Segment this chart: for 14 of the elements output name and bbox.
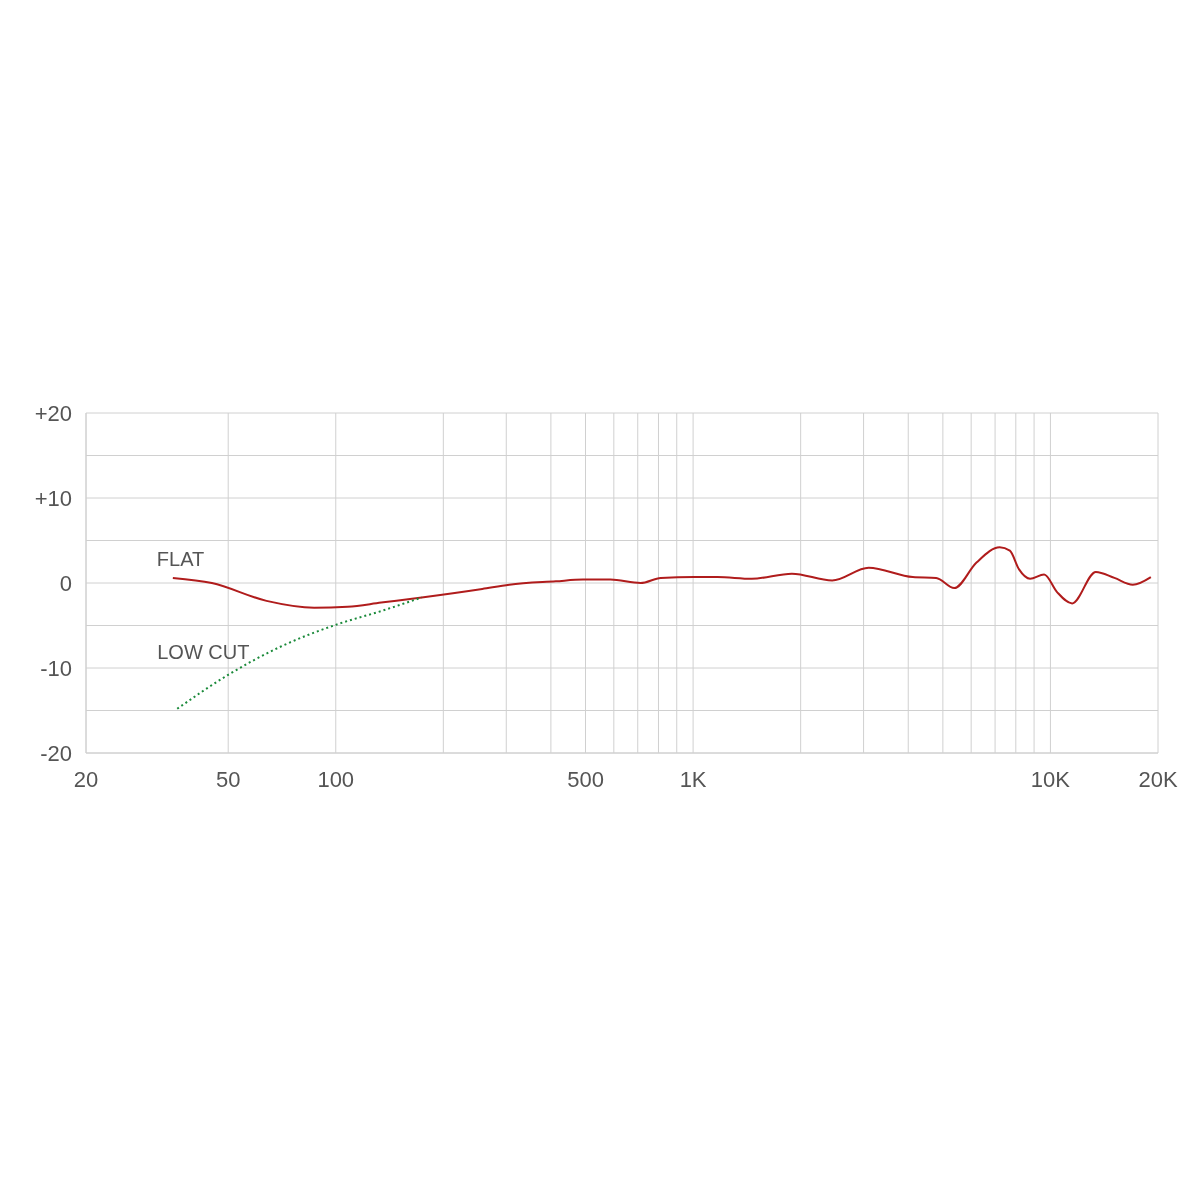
series-label: FLAT (156, 547, 205, 570)
y-tick-label: +20 (34, 400, 72, 426)
x-tick-label: 10K (1030, 766, 1071, 792)
x-tick-label: 500 (567, 766, 604, 792)
y-tick-label: -20 (40, 740, 72, 766)
x-tick-label: 50 (215, 766, 241, 792)
y-tick-label: 0 (59, 570, 72, 596)
x-tick-label: 20 (73, 766, 99, 792)
y-tick-label: +10 (34, 485, 72, 511)
series-label: LOW CUT (157, 640, 250, 663)
x-tick-label: 20K (1138, 766, 1178, 792)
y-tick-label: -10 (40, 655, 72, 681)
x-tick-label: 100 (317, 766, 355, 792)
x-tick-label: 1K (679, 766, 707, 792)
